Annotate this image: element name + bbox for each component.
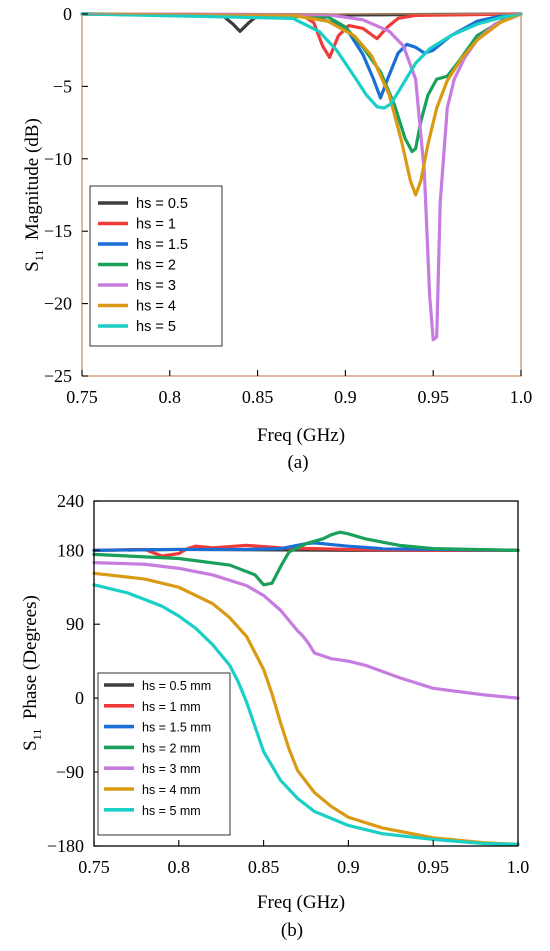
chart-a-legend-label: hs = 1 [136,217,176,233]
chart-b-legend-label: hs = 1.5 mm [142,721,211,735]
chart-a-series [80,12,523,342]
chart-b-xtick-label: 0.75 [78,857,110,877]
chart-a-series-line-2 [80,12,523,100]
chart-a-caption: (a) [287,452,308,473]
chart-a-legend-label: hs = 3 [136,278,176,294]
chart-b-series [92,530,520,846]
chart-b-xtick-label: 0.8 [168,857,191,877]
chart-b-ytick-label: 180 [57,540,84,560]
chart-a-series-line-1 [80,12,523,60]
chart-a-plot-frame [81,13,522,377]
chart-a-series-line-6 [80,12,523,110]
chart-a-xtick-label: 0.9 [334,387,357,407]
chart-a-xtick-label: 1.0 [510,387,533,407]
chart-a-ytick-label: −15 [44,221,72,241]
chart-b-legend-label: hs = 3 mm [142,762,201,776]
chart-a-ylabel: S11 Magnitude (dB) [22,118,46,272]
chart-b-legend: hs = 0.5 mm hs = 1 mm hs = 1.5 mm hs = 2 mm… [97,672,231,836]
chart-b-legend-label: hs = 1 mm [142,700,201,714]
chart-a-legend-label: hs = 4 [136,299,176,315]
chart-a-legend-label: hs = 5 [136,319,176,335]
chart-b-xtick-label: 0.95 [417,857,449,877]
chart-b-legend-label: hs = 0.5 mm [142,679,211,693]
chart-a-ytick-label: −5 [53,76,72,96]
chart-b-ytick-label: −90 [56,762,84,782]
chart-a-xtick-label: 0.85 [242,387,274,407]
chart-b-ytick-label: 0 [75,688,84,708]
chart-a-legend-label: hs = 0.5 [136,196,188,212]
chart-a-legend: hs = 0.5 hs = 1 hs = 1.5 hs = 2 hs = 3 hs = 4… [89,185,223,347]
chart-b-ytick-label: 90 [66,614,84,634]
chart-a-xtick-label: 0.8 [159,387,182,407]
chart-b-series-line-1 [92,543,520,558]
chart-a-xlabel: Freq (GHz) [257,425,345,446]
chart-a-ytick-label: −10 [44,149,72,169]
chart-b-ylabel: S11 Phase (Degrees) [20,595,44,751]
chart-b-series-line-6 [92,583,520,846]
chart-b-legend-label: hs = 5 mm [142,804,201,818]
chart-a-series-line-5 [80,12,523,197]
chart-a-xtick-label: 0.75 [66,387,98,407]
chart-a: 0.75 0.8 0.85 0.9 0.95 1.0 0 −5 −10 −15 −20 −25 hs … [22,4,532,473]
chart-b-caption: (b) [281,920,303,941]
chart-b-xlabel: Freq (GHz) [257,892,345,913]
chart-b-series-line-4 [92,561,520,700]
chart-b-series-line-5 [92,571,520,846]
chart-a-xtick-label: 0.95 [417,387,449,407]
chart-b-xtick-label: 0.85 [248,857,280,877]
chart-a-legend-label: hs = 2 [136,258,176,274]
chart-b-xtick-label: 0.9 [337,857,360,877]
chart-a-ytick-label: 0 [63,4,72,24]
chart-b-ytick-label: 240 [57,491,84,511]
chart-a-ytick-label: −25 [44,366,72,386]
chart-a-ytick-label: −20 [44,294,72,314]
chart-b-ytick-label: −180 [47,836,84,856]
chart-b-xtick-label: 1.0 [507,857,530,877]
chart-b: 0.75 0.8 0.85 0.9 0.95 1.0 240 180 90 0 −90 −180 hs… [20,491,529,941]
chart-b-legend-label: hs = 4 mm [142,783,201,797]
chart-b-series-line-3 [92,530,520,587]
chart-b-legend-label: hs = 2 mm [142,741,201,755]
chart-a-legend-label: hs = 1.5 [136,237,188,253]
chart-b-plot-frame [93,500,519,847]
